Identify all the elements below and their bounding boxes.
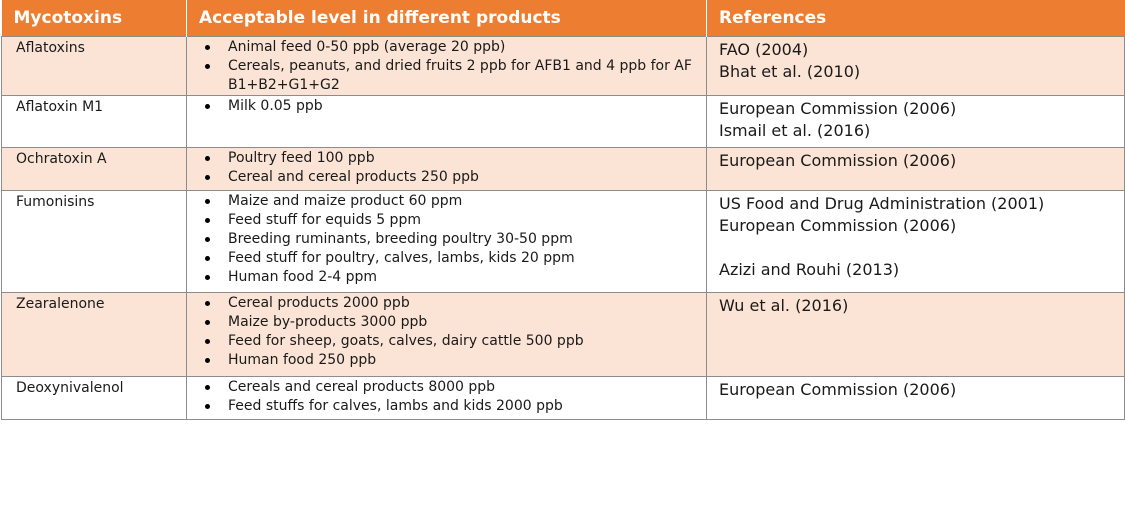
levels-cell: Cereals and cereal products 8000 ppb Fee…	[186, 376, 707, 420]
reference-spacer	[719, 237, 1124, 259]
toxin-cell: Zearalenone	[1, 292, 187, 377]
references-cell: FAO (2004) Bhat et al. (2010)	[706, 36, 1125, 96]
reference: European Commission (2006)	[719, 216, 957, 235]
levels-list: Milk 0.05 ppb	[187, 96, 706, 116]
levels-list: Cereals and cereal products 8000 ppb Fee…	[187, 377, 706, 416]
table-row: Aflatoxin M1 Milk 0.05 ppb European Comm…	[1, 95, 1125, 148]
toxin-cell: Deoxynivalenol	[1, 376, 187, 420]
levels-list: Animal feed 0-50 ppb (average 20 ppb) Ce…	[187, 37, 706, 95]
toxin-name: Ochratoxin A	[16, 151, 107, 167]
levels-cell: Cereal products 2000 ppb Maize by-produc…	[186, 292, 707, 377]
toxin-name: Fumonisins	[16, 194, 95, 210]
reference: US Food and Drug Administration (2001)	[719, 194, 1045, 213]
level-item: Milk 0.05 ppb	[187, 97, 706, 116]
level-item: Maize by-products 3000 ppb	[187, 313, 706, 332]
levels-cell: Animal feed 0-50 ppb (average 20 ppb) Ce…	[186, 36, 707, 96]
levels-cell: Maize and maize product 60 ppm Feed stuf…	[186, 190, 707, 293]
references-cell: European Commission (2006)	[706, 376, 1125, 420]
levels-cell: Milk 0.05 ppb	[186, 95, 707, 148]
level-item: Cereals, peanuts, and dried fruits 2 ppb…	[187, 57, 706, 95]
reference: European Commission (2006)	[719, 99, 957, 118]
mycotoxin-limits-table: Mycotoxins Acceptable level in different…	[1, 0, 1125, 420]
reference: Wu et al. (2016)	[719, 296, 849, 315]
header-mycotoxins: Mycotoxins	[1, 0, 187, 37]
reference: Ismail et al. (2016)	[719, 121, 871, 140]
level-item: Cereals and cereal products 8000 ppb	[187, 378, 706, 397]
references-cell: Wu et al. (2016)	[706, 292, 1125, 377]
level-item: Cereal products 2000 ppb	[187, 294, 706, 313]
reference: European Commission (2006)	[719, 380, 957, 399]
toxin-name: Aflatoxin M1	[16, 99, 104, 115]
header-row: Mycotoxins Acceptable level in different…	[1, 0, 1125, 37]
level-item: Feed stuff for poultry, calves, lambs, k…	[187, 249, 706, 268]
level-item: Feed stuffs for calves, lambs and kids 2…	[187, 397, 706, 416]
references-cell: US Food and Drug Administration (2001) E…	[706, 190, 1125, 293]
levels-cell: Poultry feed 100 ppb Cereal and cereal p…	[186, 147, 707, 191]
header-acceptable-level: Acceptable level in different products	[186, 0, 707, 37]
level-item: Poultry feed 100 ppb	[187, 149, 706, 168]
reference: Bhat et al. (2010)	[719, 62, 861, 81]
level-item: Breeding ruminants, breeding poultry 30-…	[187, 230, 706, 249]
table-row: Zearalenone Cereal products 2000 ppb Mai…	[1, 292, 1125, 377]
table-row: Ochratoxin A Poultry feed 100 ppb Cereal…	[1, 147, 1125, 191]
table-row: Aflatoxins Animal feed 0-50 ppb (average…	[1, 36, 1125, 96]
toxin-name: Zearalenone	[16, 296, 105, 312]
level-item: Animal feed 0-50 ppb (average 20 ppb)	[187, 38, 706, 57]
toxin-cell: Fumonisins	[1, 190, 187, 293]
table-row: Fumonisins Maize and maize product 60 pp…	[1, 190, 1125, 293]
references-cell: European Commission (2006) Ismail et al.…	[706, 95, 1125, 148]
table-row: Deoxynivalenol Cereals and cereal produc…	[1, 376, 1125, 420]
toxin-cell: Aflatoxins	[1, 36, 187, 96]
levels-list: Poultry feed 100 ppb Cereal and cereal p…	[187, 148, 706, 187]
level-item: Maize and maize product 60 ppm	[187, 192, 706, 211]
toxin-cell: Aflatoxin M1	[1, 95, 187, 148]
level-item: Feed for sheep, goats, calves, dairy cat…	[187, 332, 706, 351]
header-references: References	[706, 0, 1125, 37]
toxin-cell: Ochratoxin A	[1, 147, 187, 191]
reference: FAO (2004)	[719, 40, 809, 59]
level-item: Feed stuff for equids 5 ppm	[187, 211, 706, 230]
level-item: Cereal and cereal products 250 ppb	[187, 168, 706, 187]
references-cell: European Commission (2006)	[706, 147, 1125, 191]
level-item: Human food 250 ppb	[187, 351, 706, 370]
level-item: Human food 2-4 ppm	[187, 268, 706, 287]
reference: European Commission (2006)	[719, 151, 957, 170]
levels-list: Cereal products 2000 ppb Maize by-produc…	[187, 293, 706, 370]
reference: Azizi and Rouhi (2013)	[719, 260, 900, 279]
toxin-name: Aflatoxins	[16, 40, 85, 56]
levels-list: Maize and maize product 60 ppm Feed stuf…	[187, 191, 706, 287]
toxin-name: Deoxynivalenol	[16, 380, 124, 396]
